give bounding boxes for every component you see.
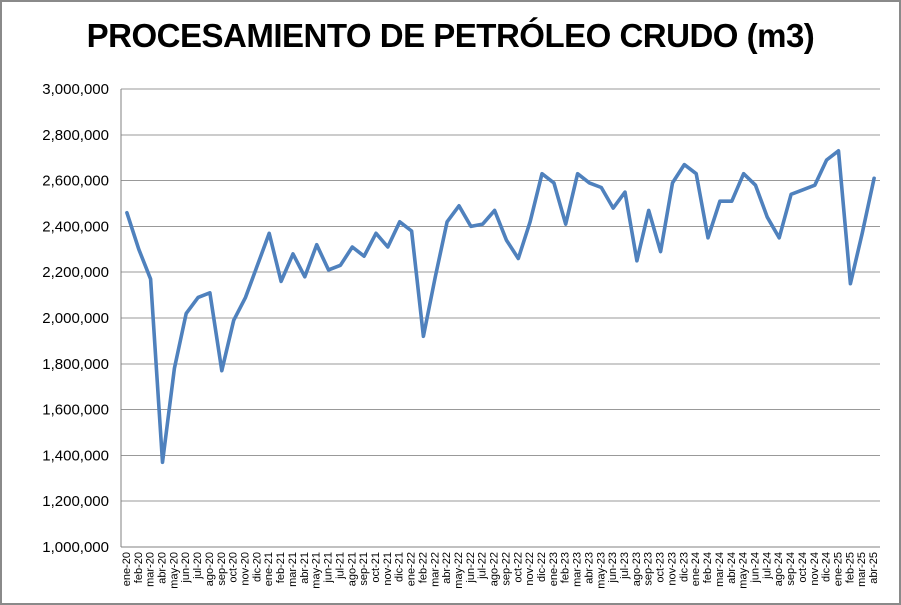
x-tick-label: sep-23	[643, 552, 655, 586]
x-tick-label: feb-23	[560, 552, 572, 583]
x-tick-label: oct-23	[655, 552, 667, 583]
y-tick-label: 1,200,000	[42, 493, 109, 510]
x-tick-label: may-20	[168, 552, 180, 589]
y-tick-label: 1,800,000	[42, 356, 109, 373]
x-tick-label: ago-22	[489, 552, 501, 586]
x-tick-label: sep-21	[358, 552, 370, 586]
x-tick-label: ago-20	[204, 552, 216, 586]
x-tick-label: mar-24	[714, 552, 726, 587]
x-tick-label: feb-24	[702, 552, 714, 583]
x-tick-label: mar-21	[287, 552, 299, 587]
x-tick-label: jul-21	[334, 552, 346, 580]
x-tick-label: abr-23	[583, 552, 595, 584]
x-tick-label: mar-25	[856, 552, 868, 587]
x-tick-label: dic-21	[394, 552, 406, 582]
x-tick-label: jul-22	[477, 552, 489, 580]
y-tick-label: 1,000,000	[42, 539, 109, 556]
x-tick-label: sep-22	[500, 552, 512, 586]
data-series-line	[125, 149, 876, 465]
x-tick-label: oct-21	[370, 552, 382, 583]
x-tick-label: ene-21	[263, 552, 275, 586]
x-tick-label: sep-20	[216, 552, 228, 586]
y-tick-label: 1,400,000	[42, 447, 109, 464]
y-tick-label: 2,600,000	[42, 173, 109, 190]
x-tick-label: nov-21	[382, 552, 394, 586]
x-tick-label: mar-23	[572, 552, 584, 587]
x-tick-label: nov-23	[666, 552, 678, 586]
x-tick-label: may-21	[311, 552, 323, 589]
x-tick-label: abr-22	[441, 552, 453, 584]
y-tick-label: 2,000,000	[42, 310, 109, 327]
y-tick-label: 1,600,000	[42, 402, 109, 419]
x-tick-label: ene-23	[548, 552, 560, 586]
x-tick-label: mar-22	[429, 552, 441, 587]
x-tick-label: abr-21	[299, 552, 311, 584]
x-tick-label: ago-24	[773, 552, 785, 586]
x-tick-label: feb-25	[844, 552, 856, 583]
x-tick-label: jun-21	[323, 552, 335, 584]
x-tick-label: ene-24	[690, 552, 702, 586]
x-tick-label: may-23	[595, 552, 607, 589]
x-tick-label: oct-24	[797, 552, 809, 583]
x-tick-label: nov-24	[809, 552, 821, 586]
x-tick-label: jul-24	[761, 552, 773, 580]
x-tick-label: may-22	[453, 552, 465, 589]
x-tick-label: jun-22	[465, 552, 477, 584]
x-tick-label: dic-24	[821, 552, 833, 582]
x-tick-label: dic-20	[251, 552, 263, 582]
x-tick-label: nov-22	[524, 552, 536, 586]
x-tick-label: jun-20	[180, 552, 192, 584]
x-tick-label: feb-20	[133, 552, 145, 583]
y-tick-label: 2,200,000	[42, 264, 109, 281]
x-tick-label: jul-20	[192, 552, 204, 580]
x-tick-label: abr-20	[157, 552, 169, 584]
x-tick-label: feb-22	[417, 552, 429, 583]
x-tick-label: jun-24	[749, 552, 761, 584]
y-tick-label: 2,400,000	[42, 218, 109, 235]
x-tick-label: jun-23	[607, 552, 619, 584]
x-tick-label: abr-24	[726, 552, 738, 584]
x-tick-label: nov-20	[240, 552, 252, 586]
x-tick-label: jul-23	[619, 552, 631, 580]
y-tick-label: 2,800,000	[42, 127, 109, 144]
x-tick-label: abr-25	[868, 552, 880, 584]
x-tick-label: dic-22	[536, 552, 548, 582]
x-tick-label: ene-25	[832, 552, 844, 586]
x-tick-label: mar-20	[145, 552, 157, 587]
x-tick-label: feb-21	[275, 552, 287, 583]
x-tick-label: sep-24	[785, 552, 797, 586]
x-tick-label: ago-23	[631, 552, 643, 586]
x-tick-label: ago-21	[346, 552, 358, 586]
x-tick-label: ene-22	[406, 552, 418, 586]
chart-title: PROCESAMIENTO DE PETRÓLEO CRUDO (m3)	[86, 17, 815, 54]
y-tick-label: 3,000,000	[42, 81, 109, 98]
x-tick-label: may-24	[738, 552, 750, 589]
x-tick-label: oct-20	[228, 552, 240, 583]
x-tick-label: oct-22	[512, 552, 524, 583]
x-tick-label: ene-20	[121, 552, 133, 586]
x-tick-label: dic-23	[678, 552, 690, 582]
